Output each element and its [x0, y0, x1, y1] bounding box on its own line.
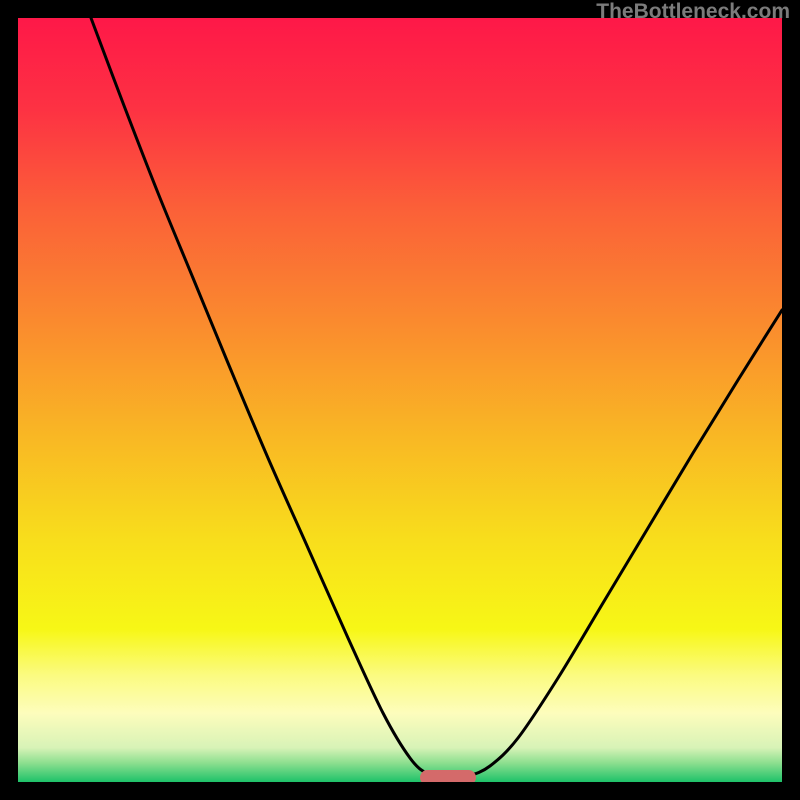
chart-frame: TheBottleneck.com: [0, 0, 800, 800]
bottleneck-curve: [18, 18, 782, 782]
plot-area: [18, 18, 782, 782]
dip-marker: [420, 770, 476, 783]
source-watermark: TheBottleneck.com: [596, 0, 790, 24]
